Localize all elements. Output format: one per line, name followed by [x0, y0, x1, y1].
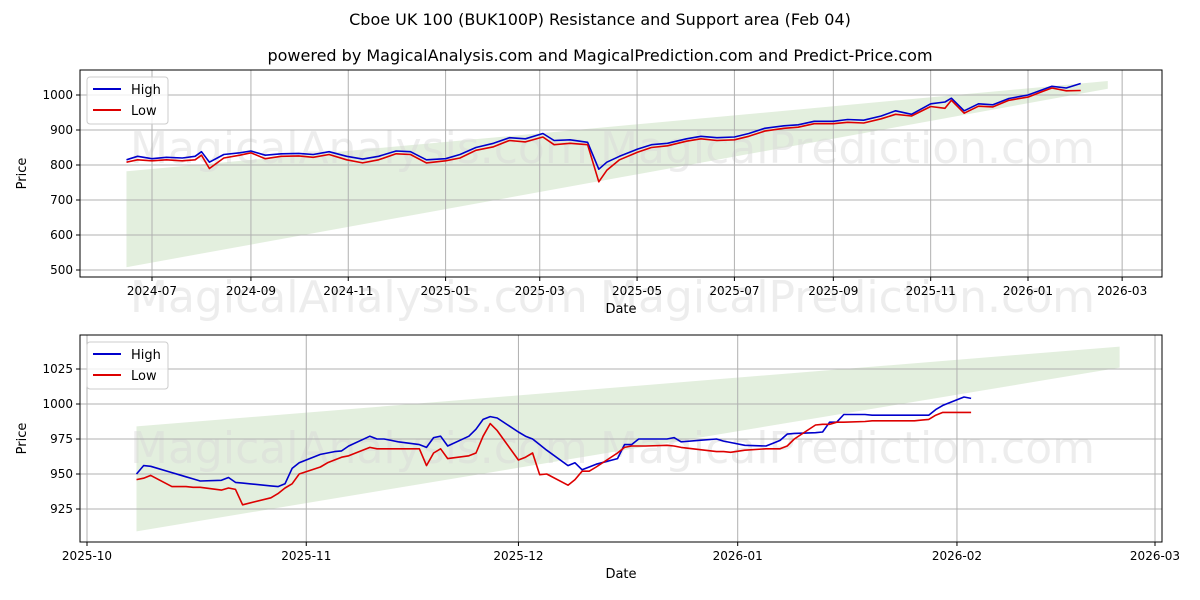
series-line-high	[126, 82, 1081, 170]
x-tick-label: 2026-03	[1097, 284, 1147, 298]
y-tick-label: 900	[50, 123, 73, 137]
legend-label-low: Low	[131, 369, 157, 384]
legend-label-low: Low	[131, 104, 157, 119]
y-tick-label: 800	[50, 158, 73, 172]
series-line-low	[136, 411, 972, 506]
x-tick-label: 2026-02	[932, 549, 982, 563]
x-tick-label: 2026-01	[1003, 284, 1053, 298]
chart-panel-2: MagicalAnalysis.com MagicalPrediction.com…	[15, 334, 1180, 582]
watermark-text: MagicalPrediction.com	[600, 423, 1095, 474]
y-tick-label: 1000	[42, 397, 73, 411]
watermark-text: MagicalAnalysis.com	[130, 423, 588, 474]
watermark-text: MagicalAnalysis.com	[130, 272, 588, 323]
legend-label-high: High	[131, 83, 161, 98]
x-tick-label: 2024-11	[323, 284, 373, 298]
y-tick-label: 925	[50, 502, 73, 516]
y-tick-label: 600	[50, 228, 73, 242]
x-tick-label: 2024-09	[226, 284, 276, 298]
axes-frame	[79, 334, 1163, 543]
chart-title: Cboe UK 100 (BUK100P) Resistance and Sup…	[349, 10, 851, 29]
y-axis-label: Price	[15, 423, 30, 455]
y-tick-label: 500	[50, 263, 73, 277]
x-tick-label: 2025-12	[493, 549, 543, 563]
series-line-high	[135, 396, 972, 488]
watermark-text: MagicalPrediction.com	[600, 272, 1095, 323]
x-tick-label: 2025-10	[62, 549, 112, 563]
y-axis-label: Price	[15, 158, 30, 190]
legend: High Low	[86, 341, 169, 390]
axes-frame	[79, 69, 1163, 278]
chart-subtitle: powered by MagicalAnalysis.com and Magic…	[267, 46, 933, 65]
y-tick-label: 700	[50, 193, 73, 207]
x-tick-label: 2025-05	[612, 284, 662, 298]
support-resistance-band	[126, 81, 1108, 268]
x-tick-label: 2025-01	[421, 284, 471, 298]
x-tick-label: 2025-11	[906, 284, 956, 298]
legend-label-high: High	[131, 348, 161, 363]
chart-panel-1: MagicalAnalysis.com MagicalPrediction.com…	[15, 69, 1163, 323]
y-tick-label: 950	[50, 467, 73, 481]
x-tick-label: 2025-07	[709, 284, 759, 298]
x-axis-label: Date	[605, 302, 636, 317]
x-tick-label: 2026-01	[713, 549, 763, 563]
series-line-low	[126, 87, 1081, 183]
watermark-text: MagicalPrediction.com	[600, 123, 1095, 174]
x-axis-label: Date	[605, 567, 636, 582]
x-tick-label: 2025-03	[515, 284, 565, 298]
watermark-text: MagicalAnalysis.com	[130, 123, 588, 174]
y-tick-label: 1025	[42, 362, 73, 376]
y-tick-label: 975	[50, 432, 73, 446]
x-tick-label: 2025-11	[281, 549, 331, 563]
y-tick-label: 1000	[42, 88, 73, 102]
x-tick-label: 2025-09	[808, 284, 858, 298]
legend: High Low	[86, 76, 169, 125]
x-tick-label: 2024-07	[127, 284, 177, 298]
x-tick-label: 2026-03	[1130, 549, 1180, 563]
